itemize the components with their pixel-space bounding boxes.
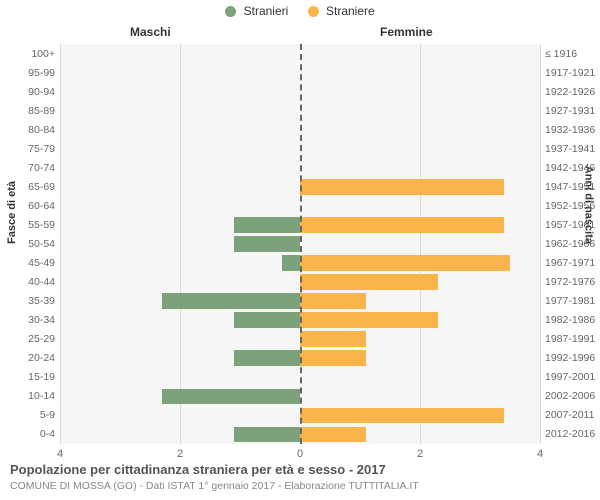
bar-female bbox=[300, 293, 366, 309]
age-label: 0-4 bbox=[0, 429, 55, 440]
age-label: 60-64 bbox=[0, 201, 55, 212]
bar-male bbox=[234, 236, 300, 252]
age-label: 55-59 bbox=[0, 220, 55, 231]
x-tick-label: 4 bbox=[57, 448, 63, 460]
age-label: 20-24 bbox=[0, 353, 55, 364]
bar-female bbox=[300, 274, 438, 290]
bar-female bbox=[300, 331, 366, 347]
birthyear-label: 1917-1921 bbox=[545, 68, 600, 79]
age-label: 80-84 bbox=[0, 125, 55, 136]
bar-female bbox=[300, 350, 366, 366]
birthyear-label: 1947-1951 bbox=[545, 182, 600, 193]
birthyear-label: 1977-1981 bbox=[545, 296, 600, 307]
gridline bbox=[540, 44, 541, 444]
center-axis bbox=[300, 44, 302, 444]
age-label: 70-74 bbox=[0, 163, 55, 174]
x-tick-label: 4 bbox=[537, 448, 543, 460]
bar-male bbox=[234, 217, 300, 233]
x-tick-label: 0 bbox=[297, 448, 303, 460]
age-label: 30-34 bbox=[0, 315, 55, 326]
bar-female bbox=[300, 312, 438, 328]
bar-male bbox=[234, 427, 300, 443]
population-pyramid-chart: Stranieri Straniere Maschi Femmine Fasce… bbox=[0, 0, 600, 500]
birthyear-label: 2002-2006 bbox=[545, 391, 600, 402]
legend-male-label: Stranieri bbox=[244, 4, 289, 18]
birthyear-label: 1992-1996 bbox=[545, 353, 600, 364]
age-label: 35-39 bbox=[0, 296, 55, 307]
column-head-female: Femmine bbox=[380, 25, 433, 39]
bar-female bbox=[300, 427, 366, 443]
birthyear-label: 1997-2001 bbox=[545, 372, 600, 383]
column-head-male: Maschi bbox=[130, 25, 171, 39]
birthyear-label: 2007-2011 bbox=[545, 410, 600, 421]
legend: Stranieri Straniere bbox=[0, 4, 600, 18]
plot-area bbox=[60, 44, 540, 444]
age-label: 65-69 bbox=[0, 182, 55, 193]
birthyear-label: 1957-1961 bbox=[545, 220, 600, 231]
bar-male bbox=[282, 255, 300, 271]
bar-female bbox=[300, 255, 510, 271]
bar-female bbox=[300, 179, 504, 195]
birthyear-label: 1962-1966 bbox=[545, 239, 600, 250]
bar-male bbox=[234, 350, 300, 366]
birthyear-label: 1982-1986 bbox=[545, 315, 600, 326]
bar-male bbox=[234, 312, 300, 328]
legend-male: Stranieri bbox=[225, 4, 288, 18]
birthyear-label: 1942-1946 bbox=[545, 163, 600, 174]
age-label: 25-29 bbox=[0, 334, 55, 345]
legend-male-swatch bbox=[225, 6, 236, 17]
birthyear-label: 1972-1976 bbox=[545, 277, 600, 288]
birthyear-label: 1922-1926 bbox=[545, 87, 600, 98]
legend-female-swatch bbox=[308, 6, 319, 17]
legend-female: Straniere bbox=[308, 4, 375, 18]
age-label: 95-99 bbox=[0, 68, 55, 79]
age-label: 45-49 bbox=[0, 258, 55, 269]
age-label: 5-9 bbox=[0, 410, 55, 421]
age-label: 100+ bbox=[0, 49, 55, 60]
bar-female bbox=[300, 408, 504, 424]
x-tick-label: 2 bbox=[177, 448, 183, 460]
age-label: 10-14 bbox=[0, 391, 55, 402]
bar-male bbox=[162, 293, 300, 309]
chart-subtitle: COMUNE DI MOSSA (GO) - Dati ISTAT 1° gen… bbox=[10, 480, 419, 492]
legend-female-label: Straniere bbox=[326, 4, 375, 18]
age-label: 75-79 bbox=[0, 144, 55, 155]
birthyear-label: 1952-1956 bbox=[545, 201, 600, 212]
birthyear-label: 1987-1991 bbox=[545, 334, 600, 345]
bar-male bbox=[162, 389, 300, 405]
chart-title: Popolazione per cittadinanza straniera p… bbox=[10, 462, 386, 477]
birthyear-label: ≤ 1916 bbox=[545, 49, 600, 60]
birthyear-label: 1967-1971 bbox=[545, 258, 600, 269]
birthyear-label: 2012-2016 bbox=[545, 429, 600, 440]
bar-female bbox=[300, 217, 504, 233]
birthyear-label: 1927-1931 bbox=[545, 106, 600, 117]
age-label: 85-89 bbox=[0, 106, 55, 117]
age-label: 90-94 bbox=[0, 87, 55, 98]
birthyear-label: 1932-1936 bbox=[545, 125, 600, 136]
age-label: 40-44 bbox=[0, 277, 55, 288]
x-tick-label: 2 bbox=[417, 448, 423, 460]
age-label: 50-54 bbox=[0, 239, 55, 250]
age-label: 15-19 bbox=[0, 372, 55, 383]
birthyear-label: 1937-1941 bbox=[545, 144, 600, 155]
